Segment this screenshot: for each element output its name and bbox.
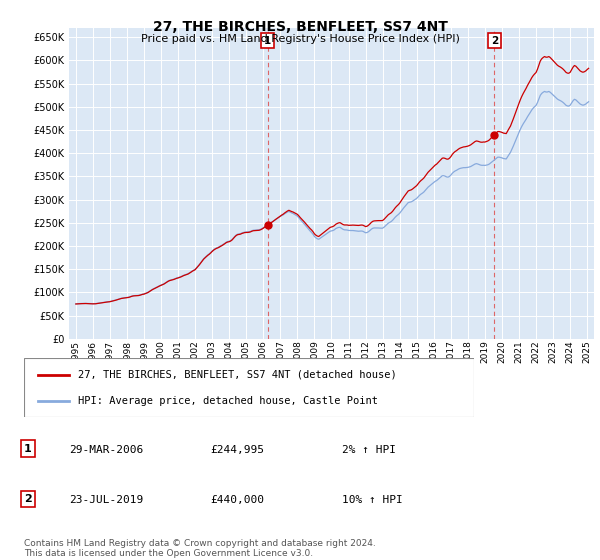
- FancyBboxPatch shape: [24, 358, 474, 417]
- Text: £440,000: £440,000: [210, 495, 264, 505]
- Text: 1: 1: [24, 444, 32, 454]
- Text: Contains HM Land Registry data © Crown copyright and database right 2024.
This d: Contains HM Land Registry data © Crown c…: [24, 539, 376, 558]
- Text: 2: 2: [24, 494, 32, 504]
- Text: 27, THE BIRCHES, BENFLEET, SS7 4NT: 27, THE BIRCHES, BENFLEET, SS7 4NT: [152, 20, 448, 34]
- Text: 23-JUL-2019: 23-JUL-2019: [69, 495, 143, 505]
- Text: 10% ↑ HPI: 10% ↑ HPI: [342, 495, 403, 505]
- Text: 2: 2: [491, 36, 498, 46]
- Text: 1: 1: [264, 36, 271, 46]
- Text: 29-MAR-2006: 29-MAR-2006: [69, 445, 143, 455]
- Text: 27, THE BIRCHES, BENFLEET, SS7 4NT (detached house): 27, THE BIRCHES, BENFLEET, SS7 4NT (deta…: [78, 370, 397, 380]
- Text: 2% ↑ HPI: 2% ↑ HPI: [342, 445, 396, 455]
- Text: HPI: Average price, detached house, Castle Point: HPI: Average price, detached house, Cast…: [78, 396, 378, 406]
- Text: Price paid vs. HM Land Registry's House Price Index (HPI): Price paid vs. HM Land Registry's House …: [140, 34, 460, 44]
- Text: £244,995: £244,995: [210, 445, 264, 455]
